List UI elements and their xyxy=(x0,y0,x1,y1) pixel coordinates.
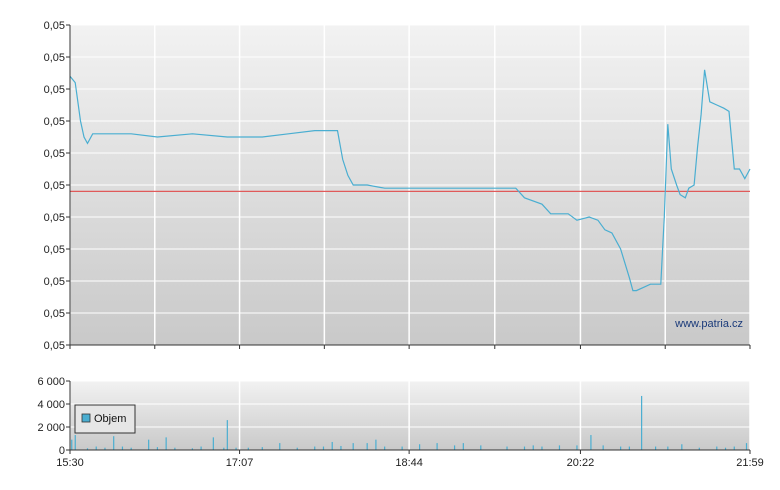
volume-legend: Objem xyxy=(74,404,136,434)
price-x-ticks xyxy=(69,345,751,349)
volume-bar xyxy=(86,448,89,450)
price-y-tick-label: 0,05 xyxy=(44,212,65,224)
volume-bar xyxy=(212,437,214,450)
volume-bar xyxy=(156,447,159,450)
volume-bar xyxy=(436,443,438,450)
volume-bar xyxy=(71,439,73,450)
volume-x-ticks: 15:30 17:07 18:44 20:22 21:59 xyxy=(56,450,764,469)
volume-bar xyxy=(523,446,526,450)
price-panel: 0,05 0,05 0,05 0,05 0,05 0,05 0,05 0,05 0,05 0,05… xyxy=(44,20,751,352)
price-y-tick-label: 0,05 xyxy=(44,148,65,160)
price-y-tick-label: 0,05 xyxy=(44,20,65,32)
volume-bar xyxy=(620,446,622,450)
price-y-tick-label: 0,05 xyxy=(44,308,65,320)
volume-bar xyxy=(352,443,354,450)
volume-bar xyxy=(375,439,377,450)
volume-bar xyxy=(462,443,464,450)
volume-bar xyxy=(226,420,228,450)
volume-x-tick-label: 15:30 xyxy=(56,457,84,469)
price-y-tick-label: 0,05 xyxy=(44,84,65,96)
price-y-tick-label: 0,05 xyxy=(44,52,65,64)
volume-bar xyxy=(698,447,700,450)
volume-bar xyxy=(532,445,534,450)
volume-bar xyxy=(191,448,193,450)
volume-bar xyxy=(655,446,657,450)
volume-bar xyxy=(165,437,167,450)
volume-plot-background xyxy=(70,381,750,450)
price-y-tick-label: 0,05 xyxy=(44,276,65,288)
volume-bar xyxy=(121,446,124,450)
legend-swatch xyxy=(81,413,91,423)
volume-bar xyxy=(401,446,403,450)
volume-bar xyxy=(74,435,76,450)
volume-bar xyxy=(541,446,543,450)
volume-x-tick-label: 18:44 xyxy=(395,457,423,469)
volume-bars xyxy=(71,395,748,450)
volume-y-ticks: 0 2 000 4 000 6 000 xyxy=(37,376,70,457)
price-y-tick-label: 0,05 xyxy=(44,180,65,192)
volume-bar xyxy=(628,446,630,450)
volume-y-tick-label: 0 xyxy=(59,445,65,457)
volume-bar xyxy=(558,445,561,450)
volume-bar xyxy=(590,435,592,450)
volume-bar xyxy=(200,446,202,450)
volume-bar xyxy=(453,445,456,450)
volume-bar xyxy=(366,443,368,450)
volume-bar xyxy=(174,447,176,450)
volume-bar xyxy=(95,446,97,450)
volume-bar xyxy=(733,446,735,450)
volume-bar xyxy=(480,445,482,450)
volume-bar xyxy=(745,443,748,450)
volume-bar xyxy=(261,447,263,450)
volume-bar xyxy=(314,446,316,450)
volume-x-tick-label: 20:22 xyxy=(567,457,595,469)
volume-bar xyxy=(235,447,237,450)
watermark-text: www.patria.cz xyxy=(674,318,743,330)
volume-y-tick-label: 4 000 xyxy=(37,399,65,411)
volume-bar xyxy=(113,436,115,450)
volume-bar xyxy=(296,447,298,450)
price-y-ticks: 0,05 0,05 0,05 0,05 0,05 0,05 0,05 0,05 0,05 0,05… xyxy=(44,20,70,352)
volume-bar xyxy=(724,447,727,450)
volume-bar xyxy=(641,395,643,450)
price-y-tick-label: 0,05 xyxy=(44,244,65,256)
volume-x-tick-label: 17:07 xyxy=(226,457,254,469)
volume-bar xyxy=(667,446,669,450)
volume-y-tick-label: 6 000 xyxy=(37,376,65,388)
volume-bar xyxy=(419,444,421,450)
volume-bar xyxy=(322,446,325,450)
price-series-line xyxy=(69,69,751,292)
volume-bar xyxy=(384,446,386,450)
volume-bar xyxy=(247,447,249,450)
volume-bar xyxy=(279,443,281,450)
price-y-tick-label: 0,05 xyxy=(44,116,65,128)
volume-bar xyxy=(602,445,604,450)
volume-x-tick-label: 21:59 xyxy=(736,457,764,469)
legend-label: Objem xyxy=(94,413,126,425)
volume-bar xyxy=(148,439,150,450)
volume-bar xyxy=(223,447,225,450)
volume-bar xyxy=(331,441,333,450)
volume-panel: 0 2 000 4 000 6 000 15:30 17:07 18:44 20:22 21:… xyxy=(37,376,763,469)
price-y-tick-label: 0,05 xyxy=(44,340,65,352)
volume-bar xyxy=(576,445,578,450)
volume-bar xyxy=(506,446,508,450)
volume-bar xyxy=(716,446,718,450)
volume-bar xyxy=(104,447,106,450)
volume-bar xyxy=(340,445,342,450)
volume-bar xyxy=(681,444,683,450)
price-grid xyxy=(69,24,751,346)
volume-bar xyxy=(130,447,132,450)
volume-y-tick-label: 2 000 xyxy=(37,422,65,434)
